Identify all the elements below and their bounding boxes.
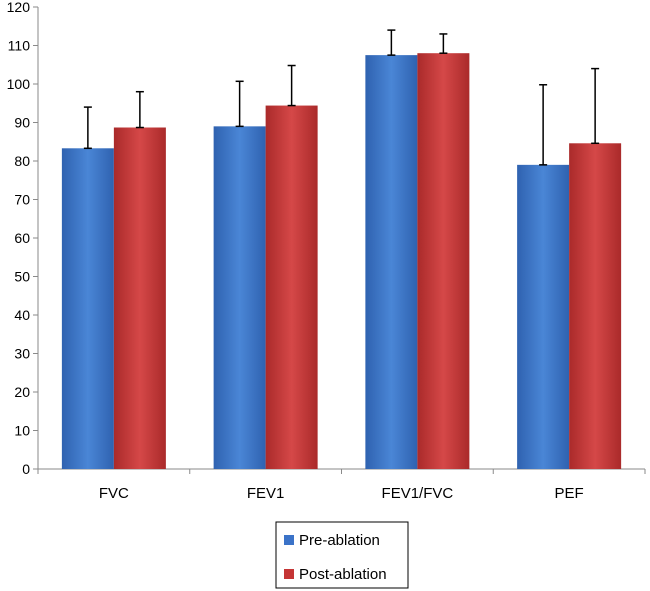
y-tick-label: 110	[8, 38, 31, 54]
y-tick-label: 60	[14, 230, 30, 246]
y-tick-label: 10	[14, 423, 30, 439]
y-tick-label: 80	[14, 153, 30, 169]
y-tick-label: 30	[14, 346, 30, 362]
bar-post-ablation-fev1	[265, 105, 318, 469]
legend-label: Pre-ablation	[299, 532, 380, 549]
x-tick-label: PEF	[555, 485, 584, 502]
bar-pre-ablation-fev1-fvc	[365, 55, 418, 469]
bar-pre-ablation-fev1	[213, 126, 266, 469]
y-tick-label: 100	[7, 76, 31, 92]
error-bars-group	[83, 29, 600, 166]
legend-swatch	[284, 569, 294, 579]
y-tick-label: 70	[14, 192, 30, 208]
x-tick-label: FEV1	[247, 485, 285, 502]
y-tick-label: 50	[14, 269, 30, 285]
x-axis: FVC FEV1 FEV1/FVC PEF	[37, 468, 646, 502]
legend-swatch	[284, 535, 294, 545]
bar-post-ablation-fvc	[113, 127, 166, 469]
x-tick-label: FVC	[99, 485, 129, 502]
bar-pre-ablation-fvc	[61, 148, 114, 470]
legend: Pre-ablation Post-ablation	[275, 521, 409, 589]
legend-box	[275, 521, 409, 589]
legend-label: Post-ablation	[299, 566, 387, 583]
y-tick-label: 120	[7, 0, 31, 15]
bar-post-ablation-pef	[569, 143, 622, 470]
x-tick-label: FEV1/FVC	[382, 485, 454, 502]
bar-post-ablation-fev1-fvc	[417, 53, 470, 469]
bars-group	[61, 53, 622, 470]
y-tick-label: 90	[14, 115, 30, 131]
y-axis: 0 10 20 30 40 50 60 70 80 90 100 110 120	[7, 0, 39, 477]
y-tick-label: 40	[14, 307, 30, 323]
bar-pre-ablation-pef	[517, 164, 570, 469]
y-tick-label: 20	[14, 384, 30, 400]
y-tick-label: 0	[22, 461, 30, 477]
